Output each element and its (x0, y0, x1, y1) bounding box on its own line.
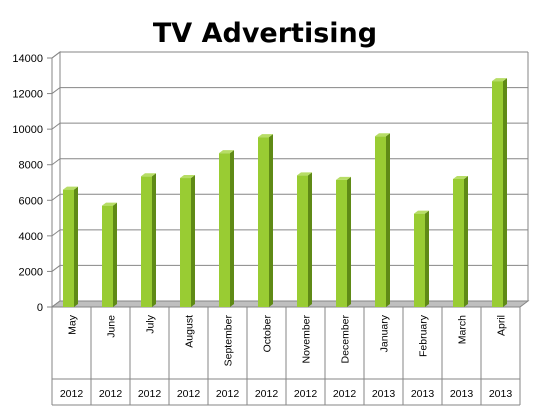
y-tick-label: 14000 (12, 53, 43, 65)
x-year-label: 2012 (138, 388, 162, 400)
bar (180, 175, 195, 307)
bar-front (102, 205, 113, 307)
bar-top (414, 210, 429, 214)
bar-top (102, 202, 117, 206)
x-year-label: 2013 (372, 388, 396, 400)
bar (258, 134, 273, 307)
x-tick-label: March (457, 315, 469, 344)
bar-side (386, 133, 390, 307)
x-year-label: 2012 (177, 388, 201, 400)
bar (414, 210, 429, 307)
bar-top (453, 175, 468, 179)
bar-front (453, 178, 464, 307)
bar-side (308, 172, 312, 307)
y-tick-label: 6000 (19, 195, 43, 207)
bar-front (375, 136, 386, 307)
x-tick-label: November (301, 314, 313, 363)
bar-side (425, 210, 429, 307)
bar-top (63, 186, 78, 190)
x-year-label: 2012 (255, 388, 279, 400)
bar-front (258, 137, 269, 307)
bar-top (141, 173, 156, 177)
gridline (51, 51, 528, 59)
y-tick-label: 4000 (19, 231, 43, 243)
gridline (51, 229, 528, 237)
x-year-label: 2012 (216, 388, 240, 400)
x-tick-label: July (145, 314, 157, 333)
y-tick-label: 10000 (12, 124, 43, 136)
bar (219, 150, 234, 307)
bar-top (336, 176, 351, 180)
x-year-label: 2013 (450, 388, 474, 400)
x-year-label: 2012 (333, 388, 357, 400)
x-tick-label: December (340, 314, 352, 363)
x-year-label: 2013 (489, 388, 513, 400)
y-tick-label: 0 (37, 302, 43, 314)
bar (141, 173, 156, 307)
gridline (51, 264, 528, 272)
chart-title: TV Advertising (153, 18, 377, 49)
x-tick-label: September (223, 315, 235, 367)
bar-side (74, 186, 78, 307)
y-tick-label: 12000 (12, 89, 43, 101)
x-year-label: 2012 (99, 388, 123, 400)
gridline (51, 87, 528, 94)
bar-top (375, 133, 390, 137)
bar-top (492, 78, 507, 82)
x-tick-label: October (262, 315, 274, 353)
bar (336, 176, 351, 307)
x-tick-label: June (106, 315, 118, 338)
bar-front (492, 81, 503, 307)
bar-front (414, 213, 425, 307)
bar-front (297, 175, 308, 307)
bar-side (113, 202, 117, 307)
y-tick-label: 8000 (19, 160, 43, 172)
bar-side (230, 150, 234, 307)
gridline (51, 193, 528, 201)
bar (297, 172, 312, 307)
x-tick-label: January (379, 314, 391, 352)
bar-side (464, 175, 468, 307)
bar-side (191, 175, 195, 307)
bar-front (336, 179, 347, 307)
bar-side (503, 78, 507, 307)
bar (492, 78, 507, 307)
bar-side (347, 176, 351, 307)
bar-front (63, 189, 74, 307)
bar (63, 186, 78, 307)
bar-side (269, 134, 273, 307)
bar-top (258, 134, 273, 138)
bar (375, 133, 390, 307)
gridline (51, 158, 528, 166)
bar-front (141, 176, 152, 307)
x-year-label: 2012 (60, 388, 84, 400)
x-tick-label: August (184, 315, 196, 348)
bar (453, 175, 468, 307)
bar-top (297, 172, 312, 176)
x-tick-label: April (496, 315, 508, 336)
bar-top (219, 150, 234, 154)
x-year-label: 2012 (294, 388, 318, 400)
gridline (51, 122, 528, 130)
bar-front (219, 153, 230, 307)
y-tick-label: 2000 (19, 266, 43, 278)
x-tick-label: February (418, 314, 430, 357)
bar-front (180, 178, 191, 307)
bar-top (180, 175, 195, 179)
x-year-label: 2013 (411, 388, 435, 400)
x-tick-label: May (67, 314, 79, 335)
bar (102, 202, 117, 307)
bar-side (152, 173, 156, 307)
